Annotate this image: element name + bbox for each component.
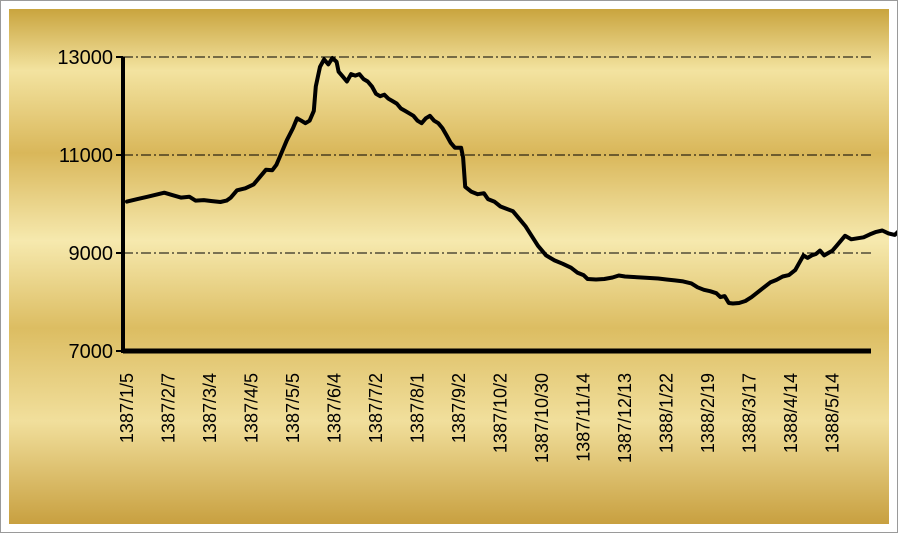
x-tick-label: 1388/1/22 bbox=[657, 373, 677, 453]
x-tick-label-group: 1387/11/14 bbox=[574, 373, 594, 462]
series-layer bbox=[125, 56, 897, 306]
x-tick-label: 1387/7/2 bbox=[366, 373, 386, 443]
x-tick-label: 1387/2/7 bbox=[159, 373, 179, 443]
x-tick-label-group: 1387/12/13 bbox=[615, 373, 635, 463]
x-tick-label-group: 1387/10/30 bbox=[532, 373, 552, 463]
x-tick-label-group: 1388/5/14 bbox=[823, 373, 843, 453]
y-tick-label: 13000 bbox=[57, 47, 113, 69]
y-tick-label: 7000 bbox=[69, 341, 114, 363]
x-tick-label: 1387/10/30 bbox=[532, 373, 552, 463]
x-tick-label: 1387/8/1 bbox=[408, 373, 428, 443]
x-tick-label: 1387/12/13 bbox=[615, 373, 635, 463]
x-tick-label: 1387/6/4 bbox=[325, 373, 345, 443]
x-tick-label-group: 1388/3/17 bbox=[740, 373, 760, 453]
x-tick-label: 1387/9/2 bbox=[449, 373, 469, 443]
x-tick-label: 1388/3/17 bbox=[740, 373, 760, 453]
x-tick-label-group: 1387/9/2 bbox=[449, 373, 469, 443]
x-tick-label-group: 1388/1/22 bbox=[657, 373, 677, 453]
x-tick-label: 1387/5/5 bbox=[283, 373, 303, 443]
x-tick-label: 1387/4/5 bbox=[242, 373, 262, 443]
series-line bbox=[125, 56, 897, 306]
chart-background bbox=[9, 9, 889, 524]
x-tick-label-group: 1388/4/14 bbox=[781, 373, 801, 453]
x-tick-label: 1388/5/14 bbox=[823, 373, 843, 453]
x-tick-label-group: 1387/1/5 bbox=[117, 373, 137, 443]
x-tick-label: 1387/10/2 bbox=[491, 373, 511, 453]
x-tick-label-group: 1387/5/5 bbox=[283, 373, 303, 443]
y-tick-label: 9000 bbox=[69, 243, 114, 265]
x-tick-label: 1387/3/4 bbox=[200, 373, 220, 443]
x-tick-labels: 1387/1/5 1387/2/7 1387/3/4 1387/4/5 1387/5/5… bbox=[117, 373, 843, 463]
axes bbox=[116, 56, 871, 354]
x-tick-label-group: 1387/8/1 bbox=[408, 373, 428, 443]
x-tick-label: 1388/4/14 bbox=[781, 373, 801, 453]
x-tick-label-group: 1387/7/2 bbox=[366, 373, 386, 443]
x-tick-label-group: 1387/2/7 bbox=[159, 373, 179, 443]
y-tick-labels: 7000 9000 11000 13000 bbox=[57, 47, 113, 363]
x-tick-label: 1387/11/14 bbox=[574, 373, 594, 462]
x-tick-label-group: 1387/4/5 bbox=[242, 373, 262, 443]
x-tick-label-group: 1387/10/2 bbox=[491, 373, 511, 453]
x-tick-label-group: 1388/2/19 bbox=[698, 373, 718, 453]
x-tick-label: 1388/2/19 bbox=[698, 373, 718, 453]
y-tick-label: 11000 bbox=[59, 145, 113, 167]
x-tick-label-group: 1387/3/4 bbox=[200, 373, 220, 443]
x-tick-label-group: 1387/6/4 bbox=[325, 373, 345, 443]
x-tick-label: 1387/1/5 bbox=[117, 373, 137, 443]
gridlines bbox=[123, 56, 871, 254]
